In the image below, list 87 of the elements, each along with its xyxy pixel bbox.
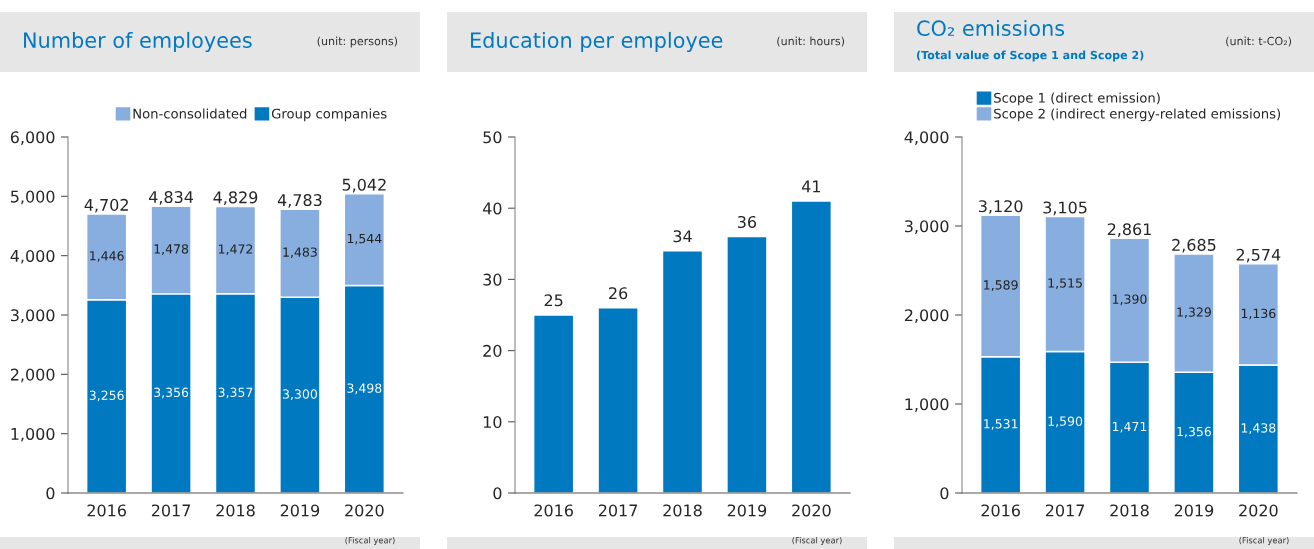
data-label: 1,478 — [154, 244, 189, 255]
x-tick-label: 2019 — [727, 504, 767, 517]
data-label: 1,471 — [1112, 421, 1147, 433]
x-tick-label: 2017 — [598, 504, 638, 517]
data-label: 1,438 — [1241, 423, 1276, 434]
total-label: 3,105 — [1043, 201, 1087, 216]
total-label: 5,042 — [342, 178, 386, 193]
data-label: 3,498 — [347, 383, 382, 395]
data-label: 1,446 — [90, 251, 124, 262]
x-tick-label: 2016 — [534, 504, 573, 517]
y-tick-label: 40 — [482, 202, 502, 215]
chart-subtitle: (Total value of Scope 1 and Scope 2) — [916, 50, 1144, 62]
data-label: 1,544 — [347, 233, 382, 245]
total-label: 4,783 — [277, 194, 322, 208]
data-label: 1,390 — [1112, 294, 1147, 306]
total-label: 4,834 — [149, 191, 194, 205]
chart-title: Number of employees — [24, 31, 252, 53]
bar — [597, 307, 639, 493]
bar — [532, 314, 575, 493]
legend-label: Scope 2 (indirect energy-related emissions) — [994, 108, 1281, 122]
text: (unit: t-CO₂) — [1226, 36, 1292, 47]
chart-title: Education per employee — [471, 31, 723, 53]
data-label: 25 — [544, 294, 563, 307]
data-label: 1,590 — [1048, 416, 1083, 428]
x-tick-label: 2020 — [345, 504, 384, 517]
data-label: 3,300 — [282, 389, 317, 400]
x-tick-label: 2019 — [280, 504, 320, 517]
y-tick-label: 3,000 — [10, 309, 55, 323]
bar — [661, 250, 704, 493]
text: (unit: hours) — [777, 36, 845, 47]
data-label: 1,472 — [218, 244, 253, 256]
bar — [790, 200, 833, 493]
x-tick-label: 2017 — [1045, 504, 1085, 517]
data-label: 3,357 — [218, 387, 253, 399]
y-tick-label: 2,000 — [904, 309, 949, 323]
data-label: 34 — [673, 230, 692, 243]
total-label: 3,120 — [979, 200, 1023, 214]
total-label: 4,829 — [213, 191, 258, 206]
y-tick-label: 5,000 — [11, 190, 55, 205]
data-label: 36 — [737, 215, 757, 229]
data-label: 1,483 — [283, 247, 317, 259]
y-tick-label: 4,000 — [904, 131, 949, 145]
y-tick-label: 1,000 — [905, 398, 949, 412]
x-tick-label: 2020 — [1239, 504, 1278, 517]
total-label: 2,685 — [1172, 238, 1216, 253]
text: (Fiscal year) — [792, 536, 842, 545]
y-tick-label: 0 — [940, 487, 949, 500]
data-label: 26 — [609, 287, 628, 300]
data-label: 3,256 — [89, 390, 124, 402]
data-label: 1,531 — [984, 419, 1018, 430]
data-label: 1,515 — [1048, 278, 1082, 289]
data-label: 41 — [801, 180, 821, 193]
y-tick-label: 50 — [483, 131, 502, 144]
y-tick-label: 1,000 — [11, 427, 55, 442]
total-label: 2,861 — [1107, 223, 1151, 237]
data-label: 1,356 — [1177, 426, 1212, 438]
x-tick-label: 2019 — [1174, 504, 1214, 517]
x-tick-label: 2018 — [663, 504, 702, 517]
x-tick-label: 2018 — [216, 504, 255, 517]
y-tick-label: 0 — [493, 487, 502, 500]
data-label: 1,136 — [1241, 308, 1276, 320]
text: (unit: persons) — [317, 36, 398, 48]
y-tick-label: 3,000 — [904, 220, 949, 234]
y-tick-label: 10 — [483, 416, 502, 429]
x-tick-label: 2018 — [1110, 504, 1149, 517]
data-label: 1,589 — [984, 280, 1018, 291]
text: (Fiscal year) — [1239, 536, 1289, 545]
legend-label: Group companies — [271, 108, 387, 122]
bar — [726, 235, 768, 493]
x-tick-label: 2020 — [792, 504, 831, 517]
total-label: 4,702 — [84, 198, 128, 213]
data-label: 3,356 — [154, 387, 189, 399]
x-tick-label: 2016 — [981, 504, 1020, 517]
y-tick-label: 30 — [483, 273, 502, 286]
x-tick-label: 2016 — [87, 504, 126, 517]
legend-label: Scope 1 (direct emission) — [994, 92, 1160, 106]
data-label: 1,329 — [1177, 307, 1211, 319]
text: (Fiscal year) — [345, 536, 395, 545]
total-label: 2,574 — [1236, 248, 1281, 263]
y-tick-label: 4,000 — [10, 249, 55, 264]
y-tick-label: 6,000 — [10, 131, 55, 145]
legend-label: Non-consolidated — [133, 108, 247, 119]
x-tick-label: 2017 — [151, 504, 191, 517]
y-tick-label: 0 — [46, 487, 55, 500]
y-tick-label: 20 — [483, 344, 502, 357]
y-tick-label: 2,000 — [10, 368, 55, 383]
chart-title: CO₂ emissions — [917, 19, 1065, 37]
